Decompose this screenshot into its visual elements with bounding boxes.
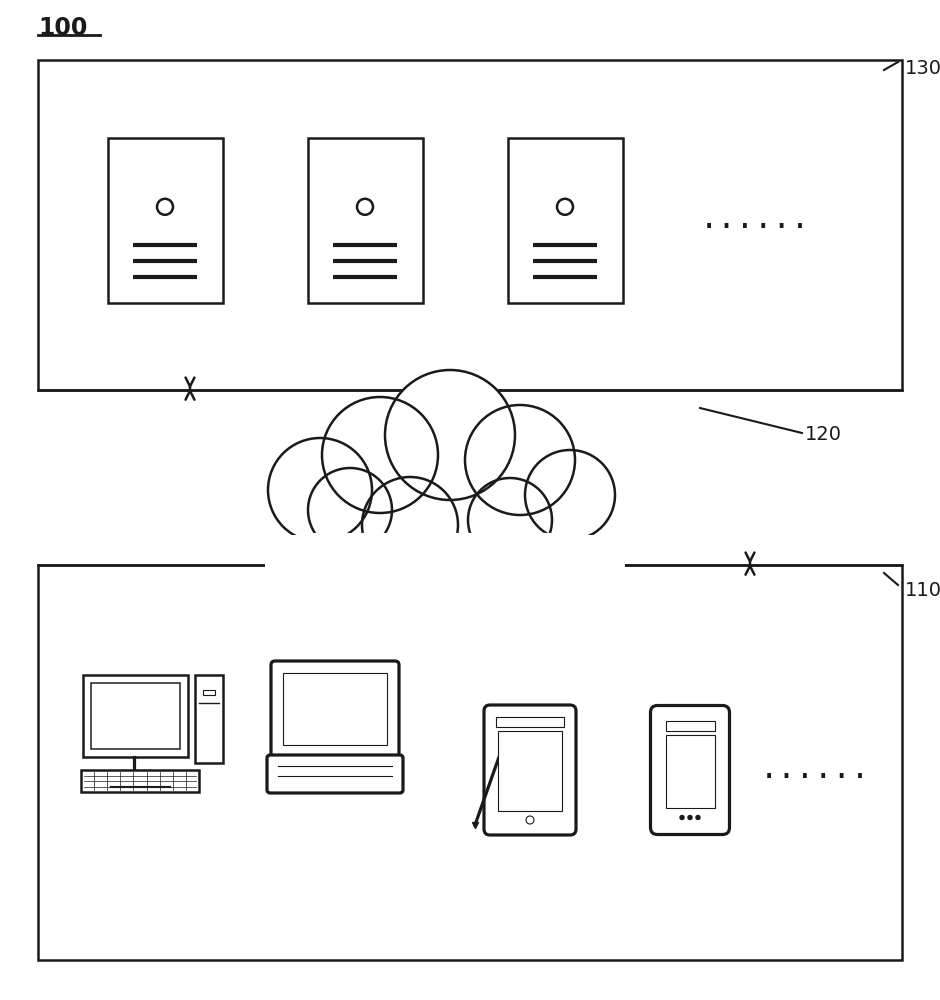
Circle shape [322, 397, 438, 513]
Bar [195, 675, 223, 763]
FancyArrowPatch shape [185, 378, 195, 400]
Circle shape [308, 468, 392, 552]
Bar [666, 734, 714, 808]
Bar [107, 137, 223, 302]
Polygon shape [265, 535, 625, 600]
Text: ......: ...... [700, 206, 810, 234]
Circle shape [525, 450, 615, 540]
Polygon shape [265, 535, 625, 600]
Bar [38, 60, 902, 390]
Bar [498, 731, 562, 811]
Circle shape [465, 405, 575, 515]
Text: 120: 120 [805, 426, 842, 444]
Bar [666, 720, 714, 730]
Bar [81, 770, 199, 792]
Text: 130: 130 [905, 58, 940, 78]
FancyBboxPatch shape [650, 706, 729, 834]
Circle shape [526, 816, 534, 824]
Circle shape [557, 199, 573, 215]
Circle shape [385, 370, 515, 500]
Circle shape [696, 816, 700, 820]
Bar [283, 673, 387, 745]
Circle shape [357, 199, 373, 215]
Bar [38, 565, 902, 960]
Bar [307, 137, 422, 302]
Circle shape [157, 199, 173, 215]
Text: 100: 100 [38, 16, 87, 40]
Text: ......: ...... [760, 756, 870, 784]
FancyBboxPatch shape [271, 661, 399, 757]
Bar [496, 717, 564, 727]
Text: 110: 110 [905, 580, 940, 599]
Bar [91, 683, 180, 749]
Circle shape [688, 816, 692, 820]
Circle shape [680, 816, 684, 820]
Bar [508, 137, 622, 302]
Circle shape [468, 478, 552, 562]
Bar [203, 690, 215, 695]
Circle shape [362, 477, 458, 573]
FancyBboxPatch shape [267, 755, 403, 793]
Circle shape [268, 438, 372, 542]
Bar [83, 675, 188, 757]
FancyBboxPatch shape [484, 705, 576, 835]
FancyArrowPatch shape [745, 553, 755, 575]
